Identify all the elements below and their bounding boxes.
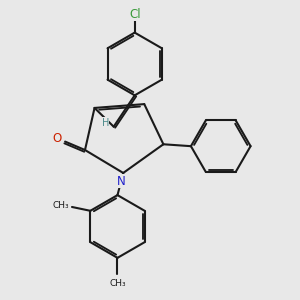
Text: H: H	[102, 118, 109, 128]
Text: CH₃: CH₃	[53, 201, 70, 210]
Text: Cl: Cl	[129, 8, 140, 21]
Text: CH₃: CH₃	[109, 279, 126, 288]
Text: O: O	[52, 132, 61, 145]
Text: N: N	[117, 175, 126, 188]
